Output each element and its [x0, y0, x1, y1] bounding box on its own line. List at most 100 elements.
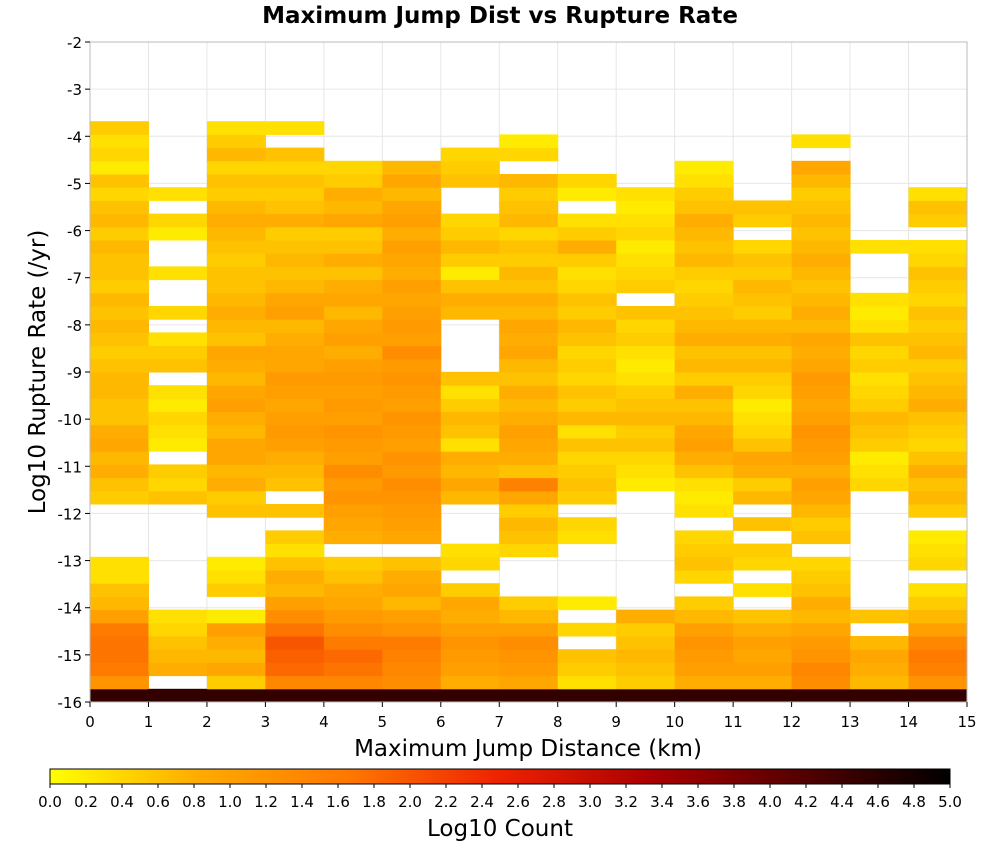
- heatmap-cell: [382, 675, 442, 690]
- heatmap-cell: [674, 372, 734, 386]
- heatmap-cell: [674, 688, 734, 703]
- heatmap-cell: [674, 279, 734, 294]
- heatmap-cell: [265, 451, 325, 465]
- heatmap-cell: [206, 160, 266, 175]
- heatmap-cell: [382, 438, 442, 452]
- heatmap-cell: [557, 187, 617, 201]
- colorbar: [49, 768, 951, 785]
- heatmap-cell: [148, 398, 208, 413]
- heatmap-cell: [382, 477, 442, 492]
- heatmap-cell: [908, 266, 968, 281]
- heatmap-cell: [791, 345, 851, 360]
- heatmap-cell: [440, 464, 500, 479]
- heatmap-cell: [90, 424, 149, 439]
- heatmap-cell: [265, 292, 325, 307]
- y-tick-label: -16: [58, 694, 83, 712]
- heatmap-cell: [733, 345, 793, 360]
- heatmap-cell: [674, 622, 734, 637]
- heatmap-cell: [733, 306, 793, 320]
- y-tick-label: -12: [58, 505, 83, 523]
- heatmap-cell: [90, 134, 149, 149]
- heatmap-cell: [791, 213, 851, 228]
- heatmap-cell: [323, 609, 383, 624]
- heatmap-cell: [206, 688, 266, 703]
- heatmap-cell: [440, 398, 500, 413]
- heatmap-cell: [674, 200, 734, 215]
- heatmap-cell: [908, 688, 968, 703]
- heatmap-cell: [908, 319, 968, 333]
- heatmap-cell: [616, 688, 676, 703]
- heatmap-cell: [206, 636, 266, 650]
- heatmap-cell: [850, 411, 910, 426]
- heatmap-cell: [733, 517, 793, 531]
- x-tick-label: 8: [553, 713, 563, 731]
- heatmap-cell: [90, 345, 149, 360]
- heatmap-cell: [206, 675, 266, 690]
- heatmap-cell: [674, 556, 734, 571]
- heatmap-cell: [674, 213, 734, 228]
- heatmap-cell: [440, 451, 500, 465]
- heatmap-cell: [733, 464, 793, 479]
- heatmap-cell: [499, 253, 559, 267]
- heatmap-cell: [382, 253, 442, 267]
- heatmap-cell: [908, 438, 968, 452]
- heatmap-cell: [616, 332, 676, 347]
- colorbar-tick-label: 1.2: [254, 793, 278, 811]
- heatmap-cell: [557, 372, 617, 386]
- heatmap-cell: [791, 570, 851, 584]
- heatmap-cell: [90, 675, 149, 690]
- heatmap-cell: [791, 279, 851, 294]
- colorbar-tick-label: 3.6: [686, 793, 710, 811]
- heatmap-cell: [440, 279, 500, 294]
- heatmap-cell: [908, 240, 968, 254]
- heatmap-cell: [850, 424, 910, 439]
- heatmap-cell: [557, 398, 617, 413]
- heatmap-cell: [206, 490, 266, 505]
- heatmap-cell: [674, 636, 734, 650]
- heatmap-cell: [206, 279, 266, 294]
- heatmap-cell: [323, 636, 383, 650]
- heatmap-cell: [791, 332, 851, 347]
- heatmap-cell: [265, 226, 325, 241]
- x-tick-label: 1: [144, 713, 154, 731]
- heatmap-cell: [908, 332, 968, 347]
- heatmap-cell: [674, 477, 734, 492]
- heatmap-cell: [382, 358, 442, 373]
- heatmap-cell: [440, 372, 500, 386]
- heatmap-cell: [850, 319, 910, 333]
- y-tick-label: -2: [67, 34, 82, 52]
- heatmap-cell: [908, 530, 968, 545]
- heatmap-cell: [265, 424, 325, 439]
- heatmap-cell: [265, 319, 325, 333]
- x-tick-label: 5: [378, 713, 388, 731]
- heatmap-cell: [382, 226, 442, 241]
- heatmap-cell: [733, 543, 793, 558]
- heatmap-cell: [616, 358, 676, 373]
- y-axis-ticks: -2 -3 -4 -5 -6 -7 -8 -9 -10 -11 -12 -13 -14 -15 -16: [58, 34, 90, 712]
- heatmap-cell: [90, 266, 149, 281]
- heatmap-cell: [850, 332, 910, 347]
- heatmap-cell: [733, 240, 793, 254]
- heatmap-cell: [323, 583, 383, 597]
- heatmap-cell: [499, 213, 559, 228]
- heatmap-cell: [557, 292, 617, 307]
- heatmap-cell: [850, 438, 910, 452]
- colorbar-tick-label: 0.6: [146, 793, 170, 811]
- colorbar-tick-label: 4.0: [758, 793, 782, 811]
- heatmap-cell: [206, 266, 266, 281]
- heatmap-cell: [323, 398, 383, 413]
- heatmap-cell: [440, 385, 500, 399]
- heatmap-cell: [440, 253, 500, 267]
- heatmap-cell: [499, 649, 559, 663]
- heatmap-cell: [499, 530, 559, 545]
- heatmap-cell: [850, 464, 910, 479]
- heatmap-cell: [557, 477, 617, 492]
- y-tick-label: -3: [67, 81, 82, 99]
- heatmap-cell: [90, 226, 149, 241]
- heatmap-cell: [850, 609, 910, 624]
- heatmap-cell: [850, 385, 910, 399]
- heatmap-cell: [265, 147, 325, 162]
- heatmap-cell: [323, 200, 383, 215]
- heatmap-cell: [90, 319, 149, 333]
- heatmap-cell: [323, 358, 383, 373]
